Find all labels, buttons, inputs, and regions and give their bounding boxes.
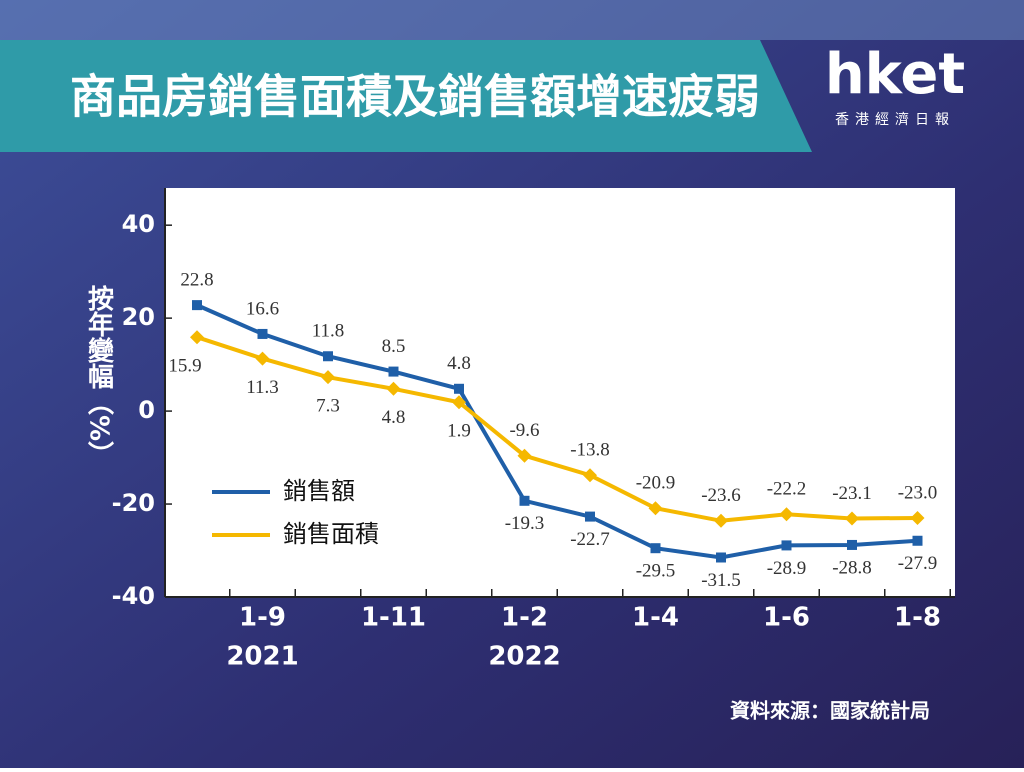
- point: [847, 539, 857, 550]
- value-label: 11.8: [312, 321, 345, 342]
- title: 商品房銷售面積及銷售額增速疲弱: [70, 70, 760, 124]
- value-label: -28.9: [767, 558, 807, 579]
- value-label: -22.2: [767, 479, 807, 500]
- point: [386, 381, 401, 396]
- point: [910, 510, 925, 525]
- y-tick-label: 20: [122, 303, 155, 331]
- value-label: -23.0: [898, 482, 938, 503]
- point: [255, 351, 270, 366]
- value-label: -28.8: [832, 557, 872, 578]
- value-label: 16.6: [246, 298, 279, 319]
- point: [912, 535, 923, 546]
- point: [519, 495, 530, 506]
- value-label: 1.9: [447, 421, 471, 442]
- point: [257, 328, 268, 339]
- value-label: -23.1: [832, 483, 872, 504]
- y-tick-label: 0: [138, 396, 155, 424]
- point: [517, 448, 532, 463]
- source: 資料來源：國家統計局: [730, 699, 930, 723]
- value-label: 4.8: [382, 407, 406, 428]
- logo-sub: 香港經濟日報: [835, 112, 955, 128]
- value-label: -19.3: [505, 513, 545, 534]
- series-line: [196, 335, 918, 523]
- value-label: 7.3: [316, 396, 340, 417]
- x-tick-label: 1-11: [361, 603, 426, 633]
- y-tick-label: 40: [122, 210, 155, 238]
- point: [454, 383, 464, 394]
- x-tick-label: 1-4: [632, 603, 679, 633]
- x-year-label: 2022: [488, 642, 560, 672]
- value-label: -23.6: [701, 485, 741, 506]
- value-label: 11.3: [246, 377, 279, 398]
- top-band: [0, 0, 1024, 40]
- point: [779, 507, 794, 522]
- value-label: -9.6: [509, 420, 539, 441]
- value-label: 4.8: [447, 353, 471, 374]
- point: [648, 501, 663, 516]
- y-tick-label: -40: [112, 582, 155, 610]
- point: [716, 552, 726, 563]
- x-tick-label: 1-2: [501, 603, 548, 633]
- point: [714, 513, 728, 528]
- y-tick-label: -20: [112, 489, 155, 517]
- point: [452, 395, 466, 410]
- point: [190, 330, 204, 345]
- point: [650, 543, 661, 554]
- y-axis-label: 按年變幅（%）: [84, 284, 114, 467]
- title-banner: [0, 40, 812, 152]
- point: [321, 370, 335, 385]
- x-tick-label: 1-8: [894, 603, 941, 633]
- value-label: -22.7: [570, 529, 610, 550]
- value-label: -20.9: [636, 473, 676, 494]
- point: [845, 511, 859, 526]
- point: [585, 511, 595, 522]
- series-line: [196, 303, 918, 560]
- value-label: 15.9: [168, 356, 201, 377]
- legend-label: 銷售額: [283, 477, 355, 505]
- value-label: -31.5: [701, 570, 741, 591]
- value-label: 22.8: [180, 269, 213, 290]
- value-label: 8.5: [382, 336, 406, 357]
- plot-area: [165, 188, 955, 597]
- point: [781, 540, 792, 551]
- point: [192, 300, 202, 311]
- point: [388, 366, 399, 377]
- x-tick-label: 1-9: [239, 603, 286, 633]
- value-label: -27.9: [898, 553, 938, 574]
- x-year-label: 2021: [226, 642, 298, 672]
- value-label: -13.8: [570, 440, 610, 461]
- legend-label: 銷售面積: [283, 520, 379, 548]
- point: [323, 351, 333, 362]
- logo: hket: [825, 42, 965, 107]
- point: [583, 468, 597, 483]
- x-tick-label: 1-6: [763, 603, 810, 633]
- value-label: -29.5: [636, 561, 676, 582]
